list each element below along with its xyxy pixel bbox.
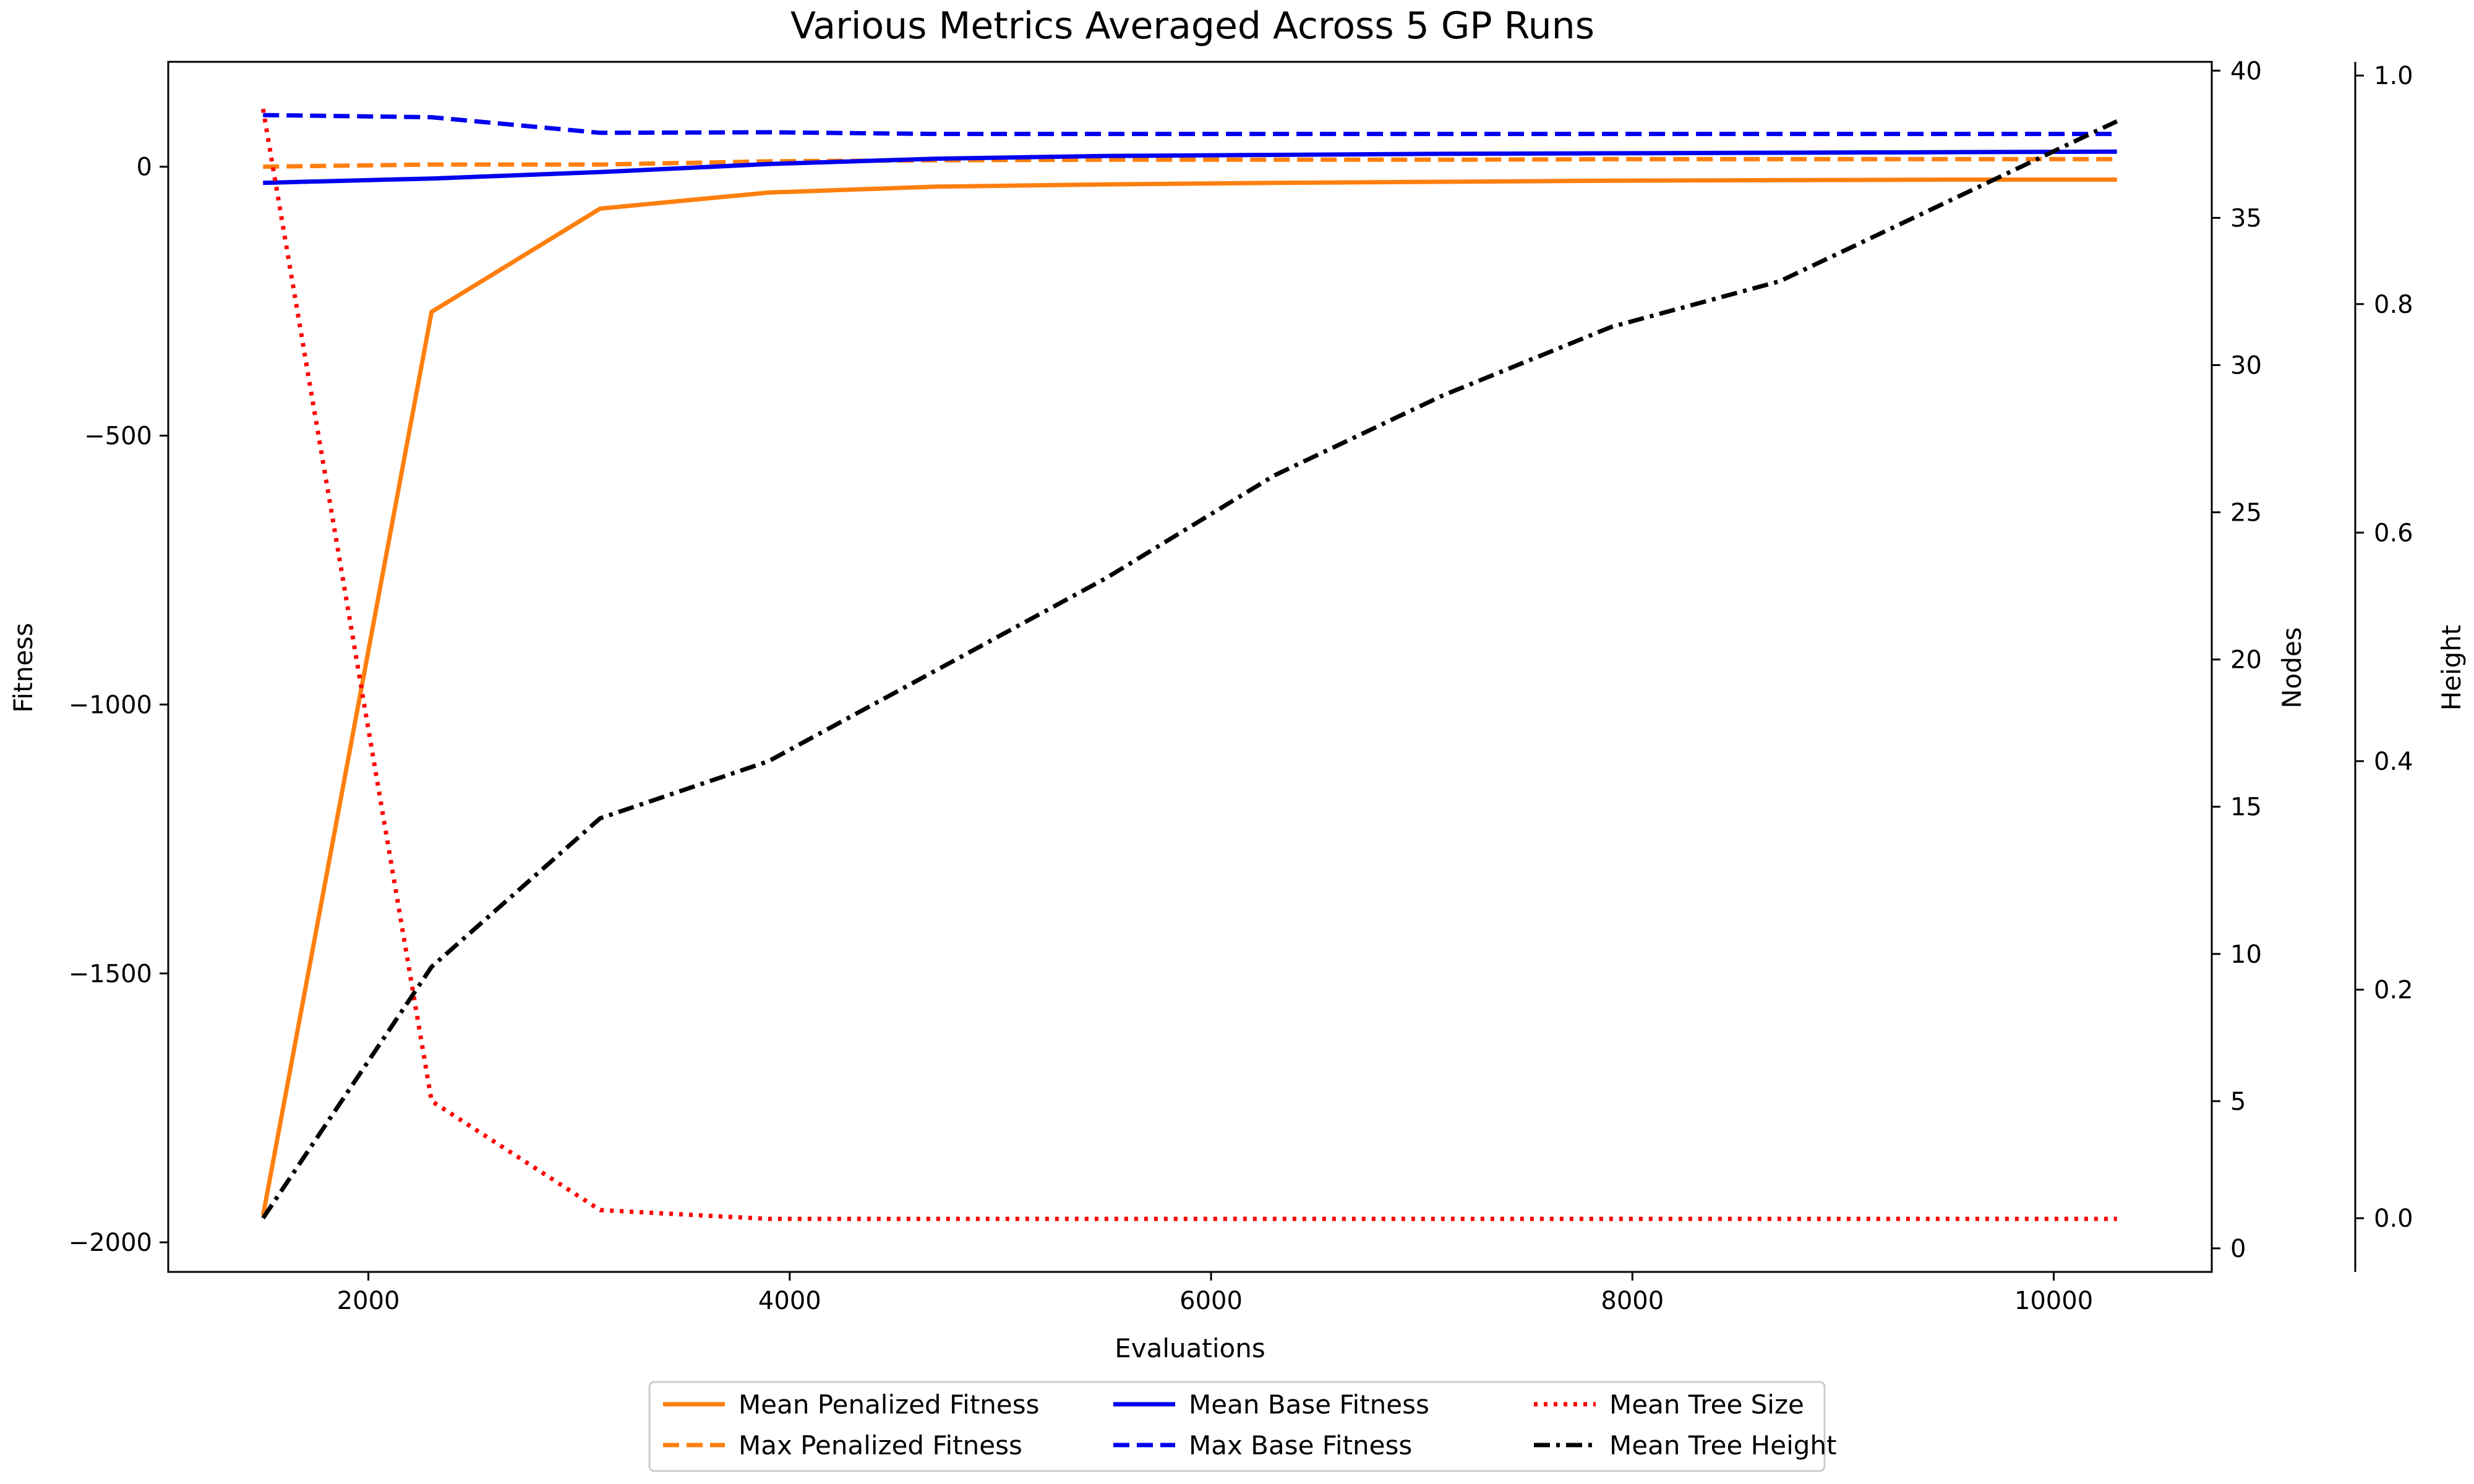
series-line-mean-tree-size <box>260 108 2117 1221</box>
y-axis-height-label: Height <box>2436 625 2467 711</box>
height-tick-label: 0.8 <box>2374 291 2413 319</box>
legend-box <box>648 1381 1826 1472</box>
fitness-tick-label: 0 <box>137 153 152 182</box>
legend-label: Mean Base Fitness <box>1189 1389 1429 1420</box>
series-line-max-base-fitness <box>263 113 2117 137</box>
legend-label: Mean Tree Size <box>1609 1389 1804 1420</box>
legend-label: Mean Penalized Fitness <box>738 1389 1040 1420</box>
y-axis-nodes: 0 5 10 15 20 25 30 35 40 <box>2212 57 2262 1263</box>
plot-frame <box>167 61 2213 1273</box>
legend: Mean Penalized Fitness Max Penalized Fitn… <box>648 1381 1836 1472</box>
nodes-tick-label: 15 <box>2230 793 2262 822</box>
legend-label: Max Base Fitness <box>1189 1430 1412 1461</box>
legend-label: Mean Tree Height <box>1609 1430 1836 1461</box>
x-tick-label: 2000 <box>337 1287 400 1315</box>
series-layer <box>260 108 2118 1221</box>
nodes-tick-label: 30 <box>2230 351 2262 380</box>
fitness-tick-label: −1000 <box>69 691 152 719</box>
nodes-tick-label: 35 <box>2230 204 2262 232</box>
x-tick-label: 10000 <box>2014 1287 2093 1315</box>
height-tick-label: 0.2 <box>2374 976 2413 1005</box>
fitness-tick-label: −2000 <box>69 1229 152 1257</box>
fitness-tick-label: −500 <box>84 422 152 450</box>
series-line-mean-base-fitness <box>263 149 2117 186</box>
series-line-mean-penalized-fitness <box>260 177 2117 1216</box>
nodes-tick-label: 25 <box>2230 499 2262 527</box>
series-line-max-penalized-fitness <box>263 156 2117 169</box>
y-axis-fitness-label: Fitness <box>8 623 38 712</box>
series-line-mean-tree-height <box>261 119 2118 1220</box>
nodes-tick-label: 10 <box>2230 940 2262 969</box>
x-tick-label: 6000 <box>1179 1287 1243 1315</box>
x-tick-label: 8000 <box>1601 1287 1664 1315</box>
y-axis-height: 0.0 0.2 0.4 0.6 0.8 1.0 <box>2354 62 2413 1272</box>
fitness-tick-label: −1500 <box>69 960 152 988</box>
y-axis-fitness: −2000 −1500 −1000 −500 0 <box>69 153 168 1257</box>
height-tick-label: 0.6 <box>2374 519 2413 547</box>
legend-label: Max Penalized Fitness <box>738 1430 1022 1461</box>
x-axis: 2000 4000 6000 8000 10000 <box>337 1272 2093 1315</box>
height-tick-label: 0.0 <box>2374 1205 2413 1233</box>
height-tick-label: 0.4 <box>2374 748 2413 776</box>
chart-title: Various Metrics Averaged Across 5 GP Run… <box>790 4 1594 48</box>
y-axis-nodes-label: Nodes <box>2277 627 2307 709</box>
x-axis-label: Evaluations <box>1115 1333 1265 1363</box>
nodes-tick-label: 40 <box>2230 57 2262 85</box>
nodes-tick-label: 5 <box>2230 1088 2246 1116</box>
nodes-tick-label: 0 <box>2230 1235 2246 1263</box>
x-tick-label: 4000 <box>758 1287 821 1315</box>
nodes-tick-label: 20 <box>2230 646 2262 675</box>
height-tick-label: 1.0 <box>2374 62 2413 90</box>
